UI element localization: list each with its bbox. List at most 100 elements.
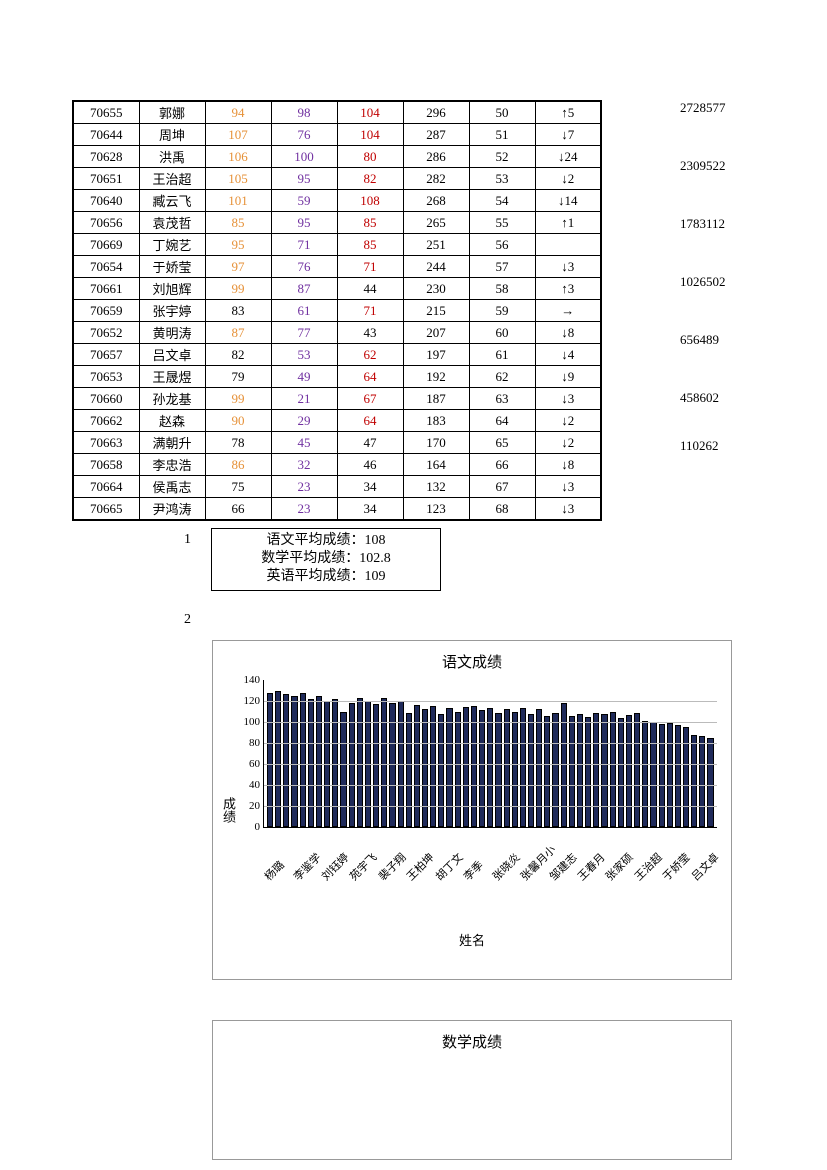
- bar: [512, 712, 518, 828]
- cell: 82: [205, 344, 271, 366]
- bar: [479, 710, 485, 827]
- cell: 62: [337, 344, 403, 366]
- cell: 64: [337, 410, 403, 432]
- cell: 70658: [73, 454, 139, 476]
- cell: ↓3: [535, 476, 601, 498]
- cell: 87: [205, 322, 271, 344]
- cell: ↓8: [535, 454, 601, 476]
- cell: ↓2: [535, 168, 601, 190]
- cell: 76: [271, 256, 337, 278]
- avg-eng: 英语平均成绩：109: [220, 568, 432, 586]
- bar: [593, 713, 599, 827]
- cell: 197: [403, 344, 469, 366]
- cell: ↓2: [535, 432, 601, 454]
- cell: 54: [469, 190, 535, 212]
- cell: 64: [337, 366, 403, 388]
- cell: 王晟煜: [139, 366, 205, 388]
- cell: 106: [205, 146, 271, 168]
- cell: ↓24: [535, 146, 601, 168]
- cell: 77: [271, 322, 337, 344]
- cell: 46: [337, 454, 403, 476]
- bar: [455, 712, 461, 828]
- cell: 296: [403, 101, 469, 124]
- bar: [536, 709, 542, 827]
- marker-2: 2: [184, 612, 191, 628]
- bar: [544, 716, 550, 827]
- bar: [422, 709, 428, 827]
- cell: 70660: [73, 388, 139, 410]
- cell: 59: [469, 300, 535, 322]
- cell: 70654: [73, 256, 139, 278]
- cell: 99: [205, 388, 271, 410]
- bar: [471, 706, 477, 827]
- cell: 吕文卓: [139, 344, 205, 366]
- cell: 80: [337, 146, 403, 168]
- cell: 70656: [73, 212, 139, 234]
- cell: 207: [403, 322, 469, 344]
- bar: [634, 713, 640, 827]
- bar: [642, 721, 648, 827]
- side-number: 656489: [680, 332, 719, 348]
- cell: 244: [403, 256, 469, 278]
- cell: 于娇莹: [139, 256, 205, 278]
- bar: [520, 708, 526, 827]
- bar: [552, 713, 558, 827]
- cell: 58: [469, 278, 535, 300]
- cell: 268: [403, 190, 469, 212]
- cell: ↑5: [535, 101, 601, 124]
- cell: 215: [403, 300, 469, 322]
- cell: 51: [469, 124, 535, 146]
- table-row: 70656袁茂哲85958526555↑1: [73, 212, 601, 234]
- cell: 132: [403, 476, 469, 498]
- bar: [650, 722, 656, 827]
- bar: [691, 735, 697, 827]
- x-tick-label: 杨璐: [261, 857, 288, 884]
- cell: 61: [469, 344, 535, 366]
- cell: 251: [403, 234, 469, 256]
- bar: [332, 699, 338, 827]
- cell: 23: [271, 498, 337, 521]
- cell: 75: [205, 476, 271, 498]
- cell: 70640: [73, 190, 139, 212]
- cell: 70665: [73, 498, 139, 521]
- table-row: 70640臧云飞1015910826854↓14: [73, 190, 601, 212]
- cell: 70669: [73, 234, 139, 256]
- bar: [667, 723, 673, 827]
- cell: 侯禹志: [139, 476, 205, 498]
- score-table: 70655郭娜949810429650↑570644周坤107761042875…: [72, 100, 602, 521]
- cell: 83: [205, 300, 271, 322]
- bar: [340, 712, 346, 828]
- cell: 34: [337, 498, 403, 521]
- bar: [504, 709, 510, 827]
- table-row: 70661刘旭辉99874423058↑3: [73, 278, 601, 300]
- cell: 98: [271, 101, 337, 124]
- cell: →: [535, 300, 601, 322]
- cell: 70659: [73, 300, 139, 322]
- cell: 230: [403, 278, 469, 300]
- cell: 郭娜: [139, 101, 205, 124]
- bar: [357, 698, 363, 827]
- cell: ↓8: [535, 322, 601, 344]
- bar: [316, 696, 322, 827]
- cell: ↓3: [535, 388, 601, 410]
- bar: [707, 738, 713, 827]
- bar: [528, 714, 534, 827]
- cell: 90: [205, 410, 271, 432]
- bar: [438, 714, 444, 827]
- cell: 61: [271, 300, 337, 322]
- table-row: 70644周坤1077610428751↓7: [73, 124, 601, 146]
- cell: 21: [271, 388, 337, 410]
- side-number: 110262: [680, 438, 719, 454]
- cell: 78: [205, 432, 271, 454]
- chart-math-title: 数学成绩: [213, 1031, 731, 1052]
- cell: 286: [403, 146, 469, 168]
- cell: 刘旭辉: [139, 278, 205, 300]
- cell: 70664: [73, 476, 139, 498]
- table-row: 70660孙龙基99216718763↓3: [73, 388, 601, 410]
- cell: 60: [469, 322, 535, 344]
- table-row: 70664侯禹志75233413267↓3: [73, 476, 601, 498]
- cell: 104: [337, 101, 403, 124]
- cell: 87: [271, 278, 337, 300]
- cell: 丁婉艺: [139, 234, 205, 256]
- cell: 265: [403, 212, 469, 234]
